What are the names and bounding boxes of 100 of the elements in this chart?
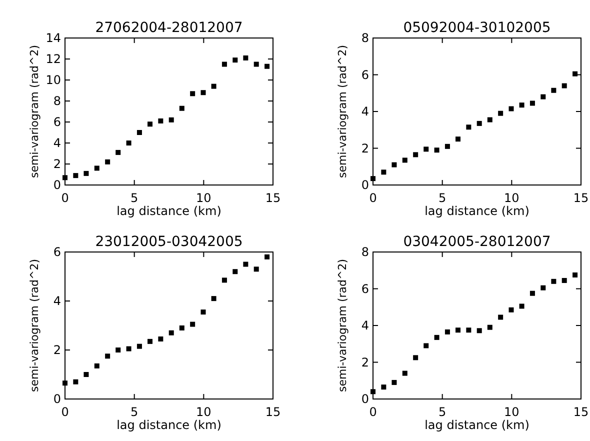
point: [158, 118, 164, 124]
point: [73, 379, 78, 384]
x-tick-label: 5: [130, 405, 138, 419]
y-tick-label: 0: [53, 392, 61, 406]
x-tick-label: 10: [196, 191, 212, 205]
point: [508, 307, 514, 312]
point: [498, 110, 504, 116]
point: [562, 278, 567, 283]
point: [84, 170, 89, 176]
y-tick-label: 2: [53, 343, 61, 357]
point: [116, 150, 121, 155]
y-tick-label: 0: [361, 178, 369, 192]
y-tick-label: 12: [46, 52, 61, 66]
point: [62, 175, 68, 180]
point: [222, 62, 227, 67]
point: [498, 314, 504, 320]
point: [392, 380, 397, 385]
point: [562, 83, 567, 88]
point: [84, 372, 89, 377]
point: [519, 102, 524, 108]
y-axis-title: semi-variogram (rad^2): [336, 258, 349, 392]
point: [222, 278, 227, 283]
y-axis-title: semi-variogram (rad^2): [336, 44, 349, 178]
point: [413, 355, 418, 360]
x-axis-title: lag distance (km): [116, 418, 222, 432]
chart-title: 27062004-28012007: [95, 20, 243, 36]
point: [232, 58, 238, 63]
y-tick-label: 4: [53, 294, 61, 308]
point: [168, 330, 174, 336]
point: [126, 140, 132, 146]
y-tick-label: 10: [46, 73, 61, 87]
point: [424, 343, 429, 348]
point: [126, 346, 132, 352]
y-tick-label: 6: [53, 115, 61, 129]
point: [243, 262, 248, 267]
point: [254, 62, 259, 67]
point: [551, 88, 556, 93]
point: [456, 136, 461, 142]
point: [392, 162, 397, 168]
point: [381, 384, 386, 390]
x-tick-label: 10: [504, 191, 520, 205]
point: [116, 348, 121, 352]
chart-title: 23012005-03042005: [95, 234, 243, 250]
point: [466, 328, 472, 333]
y-tick-label: 8: [53, 94, 61, 108]
point: [370, 389, 376, 394]
point: [466, 124, 472, 130]
point: [434, 148, 440, 153]
y-tick-label: 8: [361, 31, 369, 45]
y-tick-label: 6: [361, 282, 369, 296]
point: [572, 71, 578, 76]
point: [476, 328, 482, 334]
point: [168, 117, 174, 122]
point: [551, 278, 556, 284]
point: [94, 166, 100, 171]
point: [211, 84, 216, 89]
point: [179, 106, 184, 111]
y-tick-label: 6: [361, 68, 369, 82]
point: [530, 100, 535, 106]
point: [424, 146, 429, 152]
y-tick-label: 6: [53, 245, 61, 259]
point: [211, 296, 216, 302]
x-tick-label: 5: [438, 191, 446, 205]
point: [370, 176, 376, 182]
x-axis-title: lag distance (km): [116, 204, 222, 218]
point: [381, 170, 386, 175]
point: [254, 266, 259, 272]
point: [444, 329, 450, 334]
y-tick-label: 8: [361, 245, 369, 259]
point: [73, 173, 78, 178]
point: [136, 130, 142, 135]
y-tick-label: 2: [361, 141, 369, 156]
y-axis-title: semi-variogram (rad^2): [28, 258, 41, 392]
y-axis-title: semi-variogram (rad^2): [28, 44, 41, 178]
y-tick-label: 14: [46, 31, 61, 45]
point: [413, 152, 418, 158]
point: [200, 310, 206, 315]
point: [434, 334, 440, 340]
point: [148, 122, 153, 127]
x-tick-label: 15: [573, 405, 589, 419]
point: [487, 324, 492, 330]
point: [402, 158, 408, 163]
point: [243, 55, 248, 60]
x-tick-label: 15: [265, 191, 281, 205]
x-tick-label: 10: [196, 405, 212, 419]
y-tick-label: 2: [53, 157, 61, 171]
x-tick-label: 5: [130, 191, 138, 205]
point: [540, 285, 546, 290]
point: [179, 325, 184, 330]
point: [487, 117, 492, 122]
point: [232, 269, 238, 274]
point: [519, 304, 524, 309]
point: [94, 363, 100, 368]
point: [136, 344, 142, 349]
point: [200, 90, 206, 96]
y-tick-label: 0: [361, 392, 369, 406]
chart-title: 03042005-28012007: [403, 234, 551, 250]
point: [402, 370, 408, 376]
point: [264, 254, 270, 260]
x-tick-label: 15: [573, 191, 589, 205]
